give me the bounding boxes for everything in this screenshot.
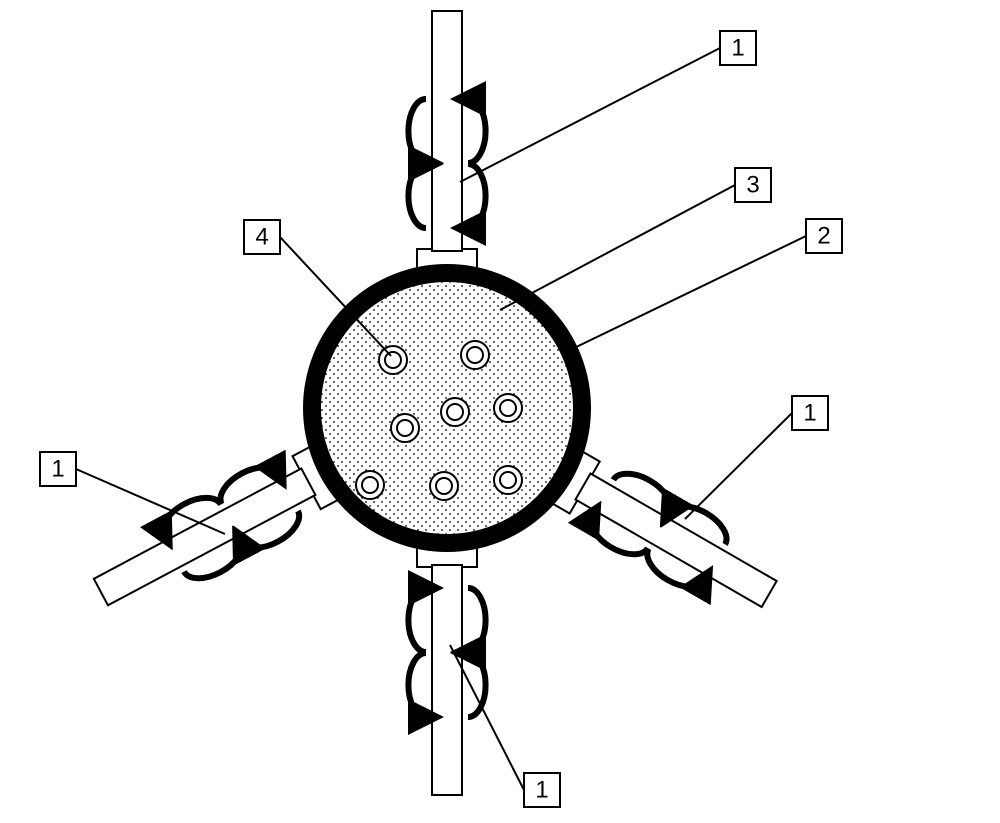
inner-inner-ring xyxy=(362,477,378,493)
leader-line xyxy=(685,413,792,519)
inner-inner-ring xyxy=(447,404,463,420)
label-number: 1 xyxy=(51,456,64,483)
inner-element-3 xyxy=(441,398,469,426)
diagram-root: 1 3 2 4 1 1 1 xyxy=(0,0,1000,823)
label-number: 2 xyxy=(817,223,830,250)
label-number: 1 xyxy=(731,35,744,62)
rot-arc xyxy=(408,164,426,228)
shaft-bottom xyxy=(417,541,477,795)
inner-element-1 xyxy=(461,341,489,369)
label-number: 1 xyxy=(535,777,548,804)
leader-line xyxy=(500,185,735,310)
inner-element-5 xyxy=(430,472,458,500)
inner-element-6 xyxy=(494,466,522,494)
label-number: 1 xyxy=(803,400,816,427)
inner-element-0 xyxy=(379,346,407,374)
label-number: 4 xyxy=(255,224,268,251)
rot-arc xyxy=(468,588,486,652)
rot-arc xyxy=(468,99,486,163)
label-1-6: 1 xyxy=(450,645,560,807)
inner-inner-ring xyxy=(467,347,483,363)
label-number: 3 xyxy=(746,172,759,199)
leader-line xyxy=(76,469,225,534)
rot-arc xyxy=(408,99,426,163)
label-1-5: 1 xyxy=(40,452,225,534)
inner-element-7 xyxy=(356,471,384,499)
shaft-left xyxy=(87,444,344,619)
shaft-right xyxy=(547,449,784,620)
label-1-0: 1 xyxy=(460,31,756,182)
shaft-body-bottom xyxy=(432,565,462,795)
inner-inner-ring xyxy=(397,420,413,436)
rot-arc xyxy=(408,588,426,652)
shaft-body-top xyxy=(432,11,462,251)
rot-arc xyxy=(408,653,426,717)
label-2-2: 2 xyxy=(570,219,842,350)
inner-inner-ring xyxy=(436,478,452,494)
inner-element-2 xyxy=(391,414,419,442)
label-1-4: 1 xyxy=(685,396,828,519)
inner-inner-ring xyxy=(385,352,401,368)
leader-line xyxy=(460,48,720,182)
inner-inner-ring xyxy=(500,400,516,416)
inner-inner-ring xyxy=(500,472,516,488)
shaft-top xyxy=(417,11,477,275)
label-3-1: 3 xyxy=(500,168,771,310)
inner-element-4 xyxy=(494,394,522,422)
